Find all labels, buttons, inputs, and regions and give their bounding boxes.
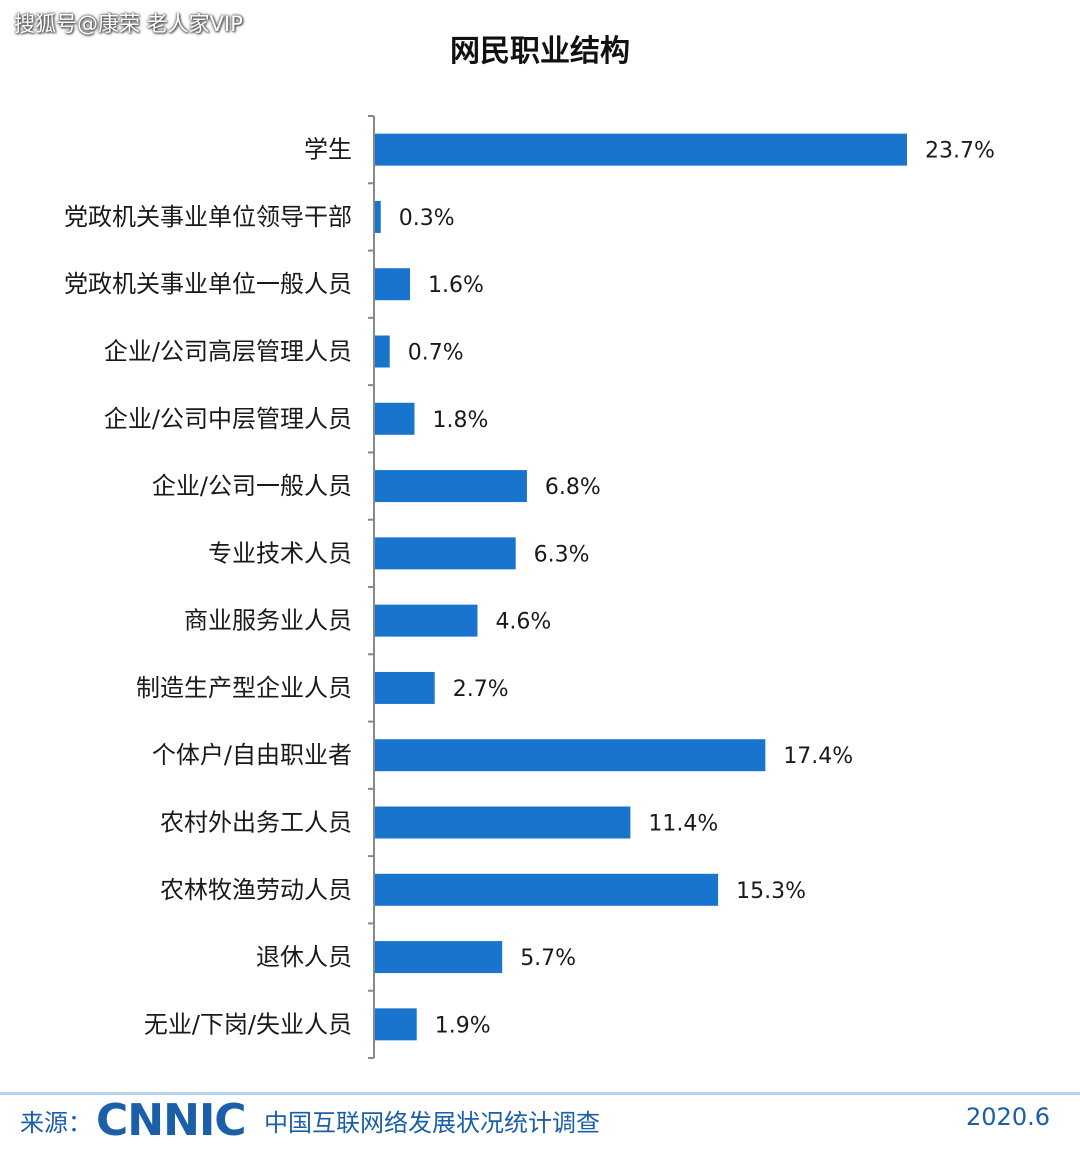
value-label: 17.4% bbox=[783, 744, 853, 769]
value-label: 0.3% bbox=[399, 206, 455, 231]
cnnic-logo: CNNIC bbox=[96, 1095, 247, 1146]
value-label: 6.3% bbox=[534, 542, 590, 567]
value-label: 1.8% bbox=[432, 408, 488, 433]
value-label: 15.3% bbox=[736, 879, 806, 904]
value-label: 4.6% bbox=[495, 610, 551, 635]
value-label: 1.6% bbox=[428, 273, 484, 298]
bar-chart: 学生 23.7% 党政机关事业单位领导干部 0.3% 党政机关事业单位一般人员 1.6% 企… bbox=[64, 115, 995, 1059]
bar bbox=[374, 133, 907, 166]
category-label: 企业/公司中层管理人员 bbox=[104, 405, 352, 433]
category-label: 党政机关事业单位一般人员 bbox=[64, 270, 352, 298]
category-label: 党政机关事业单位领导干部 bbox=[64, 203, 352, 231]
category-label: 农林牧渔劳动人员 bbox=[160, 876, 352, 904]
category-label: 农村外出务工人员 bbox=[160, 809, 352, 837]
value-label: 5.7% bbox=[520, 946, 576, 971]
bar bbox=[374, 739, 766, 772]
source-label: 来源： bbox=[20, 1109, 92, 1137]
survey-name: 中国互联网络发展状况统计调查 bbox=[264, 1109, 600, 1137]
value-label: 2.7% bbox=[453, 677, 509, 702]
category-label: 专业技术人员 bbox=[208, 539, 352, 567]
bar bbox=[374, 335, 390, 368]
category-label: 无业/下岗/失业人员 bbox=[144, 1010, 352, 1038]
value-label: 11.4% bbox=[648, 812, 718, 837]
bar bbox=[374, 806, 631, 839]
category-label: 制造生产型企业人员 bbox=[136, 674, 352, 702]
value-label: 1.9% bbox=[435, 1013, 491, 1038]
bar bbox=[374, 537, 516, 570]
bar bbox=[374, 268, 410, 301]
footer-divider bbox=[0, 1092, 1080, 1095]
bar bbox=[374, 1008, 417, 1041]
bar bbox=[374, 941, 503, 974]
bar bbox=[374, 402, 415, 435]
category-label: 商业服务业人员 bbox=[184, 607, 352, 635]
category-label: 学生 bbox=[304, 136, 352, 164]
category-label: 企业/公司高层管理人员 bbox=[104, 338, 352, 366]
category-label: 个体户/自由职业者 bbox=[152, 741, 352, 769]
value-label: 23.7% bbox=[925, 139, 995, 164]
value-label: 6.8% bbox=[545, 475, 601, 500]
bar bbox=[374, 200, 381, 233]
report-date: 2020.6 bbox=[966, 1103, 1050, 1131]
watermark-text: 搜狐号@康荣 老人家VIP bbox=[14, 12, 243, 36]
bar bbox=[374, 873, 719, 906]
chart-title: 网民职业结构 bbox=[450, 34, 630, 69]
bar bbox=[374, 671, 435, 704]
category-label: 企业/公司一般人员 bbox=[152, 472, 352, 500]
footer: 来源： CNNIC 中国互联网络发展状况统计调查 2020.6 bbox=[0, 1095, 1080, 1152]
bar bbox=[374, 470, 527, 503]
value-label: 0.7% bbox=[408, 341, 464, 366]
category-label: 退休人员 bbox=[256, 943, 352, 971]
bar bbox=[374, 604, 478, 637]
